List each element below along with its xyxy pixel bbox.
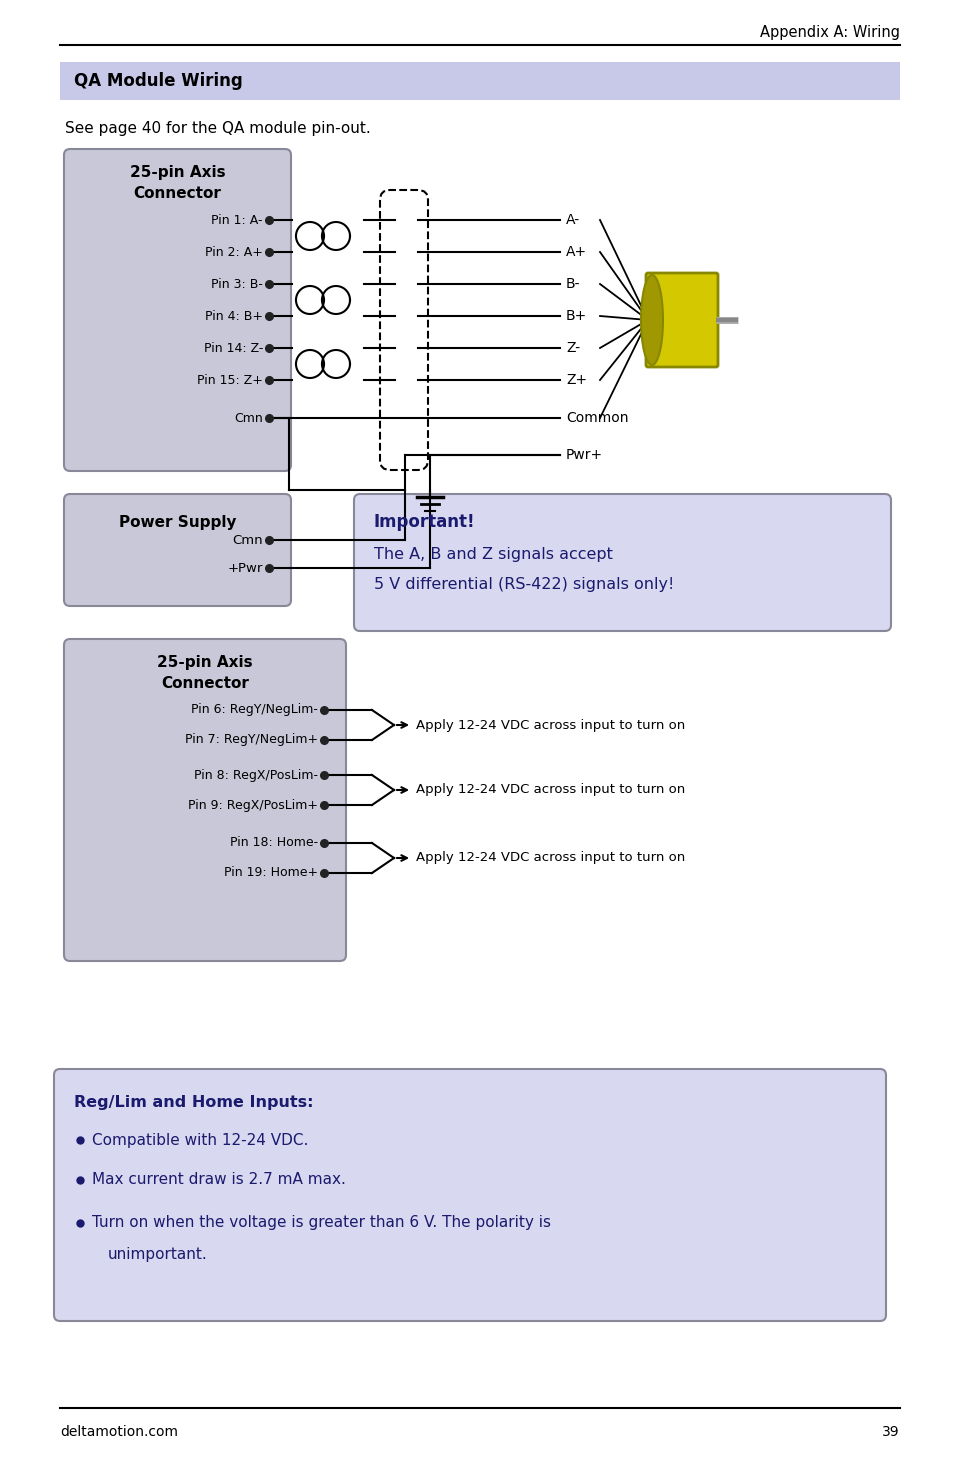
Text: Pin 19: Home+: Pin 19: Home+ (224, 866, 317, 879)
Text: See page 40 for the QA module pin-out.: See page 40 for the QA module pin-out. (65, 121, 371, 136)
Text: unimportant.: unimportant. (108, 1248, 208, 1263)
Text: deltamotion.com: deltamotion.com (60, 1425, 178, 1440)
Text: QA Module Wiring: QA Module Wiring (74, 72, 242, 90)
Text: Pin 7: RegY/NegLim+: Pin 7: RegY/NegLim+ (185, 733, 317, 746)
Text: Common: Common (565, 412, 628, 425)
Text: Cmn: Cmn (233, 534, 263, 547)
Text: Pin 9: RegX/PosLim+: Pin 9: RegX/PosLim+ (188, 798, 317, 811)
Text: Connector: Connector (133, 186, 221, 201)
Text: B+: B+ (565, 308, 587, 323)
Text: Compatible with 12-24 VDC.: Compatible with 12-24 VDC. (91, 1133, 308, 1148)
Text: Apply 12-24 VDC across input to turn on: Apply 12-24 VDC across input to turn on (416, 718, 684, 732)
Text: B-: B- (565, 277, 579, 291)
Text: Pin 6: RegY/NegLim-: Pin 6: RegY/NegLim- (191, 704, 317, 717)
Text: Max current draw is 2.7 mA max.: Max current draw is 2.7 mA max. (91, 1173, 346, 1187)
Text: Pin 14: Z-: Pin 14: Z- (203, 342, 263, 354)
Text: Z-: Z- (565, 341, 579, 355)
Text: 39: 39 (882, 1425, 899, 1440)
Ellipse shape (640, 274, 662, 364)
Text: Pin 3: B-: Pin 3: B- (211, 277, 263, 291)
FancyBboxPatch shape (64, 494, 291, 606)
Text: Power Supply: Power Supply (118, 515, 236, 530)
FancyBboxPatch shape (54, 1069, 885, 1322)
Text: Turn on when the voltage is greater than 6 V. The polarity is: Turn on when the voltage is greater than… (91, 1215, 551, 1230)
Text: 25-pin Axis: 25-pin Axis (157, 655, 253, 671)
Text: Z+: Z+ (565, 373, 586, 386)
Text: Pin 2: A+: Pin 2: A+ (205, 245, 263, 258)
Text: 5 V differential (RS-422) signals only!: 5 V differential (RS-422) signals only! (374, 578, 674, 593)
Text: Cmn: Cmn (234, 412, 263, 425)
Text: Pwr+: Pwr+ (565, 448, 602, 462)
Text: Connector: Connector (161, 676, 249, 690)
Text: Reg/Lim and Home Inputs:: Reg/Lim and Home Inputs: (74, 1096, 314, 1111)
FancyBboxPatch shape (64, 149, 291, 471)
FancyBboxPatch shape (60, 62, 899, 100)
FancyBboxPatch shape (64, 639, 346, 962)
Text: Important!: Important! (374, 513, 476, 531)
Text: Pin 15: Z+: Pin 15: Z+ (197, 373, 263, 386)
Text: Pin 8: RegX/PosLim-: Pin 8: RegX/PosLim- (193, 768, 317, 782)
Text: 25-pin Axis: 25-pin Axis (130, 165, 225, 180)
Text: Pin 18: Home-: Pin 18: Home- (230, 836, 317, 850)
Text: +Pwr: +Pwr (228, 562, 263, 574)
FancyBboxPatch shape (354, 494, 890, 631)
Text: Apply 12-24 VDC across input to turn on: Apply 12-24 VDC across input to turn on (416, 851, 684, 864)
Text: A+: A+ (565, 245, 586, 260)
Text: Apply 12-24 VDC across input to turn on: Apply 12-24 VDC across input to turn on (416, 783, 684, 796)
Text: A-: A- (565, 212, 579, 227)
Text: Appendix A: Wiring: Appendix A: Wiring (760, 25, 899, 40)
Text: Pin 4: B+: Pin 4: B+ (205, 310, 263, 323)
Text: The A, B and Z signals accept: The A, B and Z signals accept (374, 547, 612, 562)
FancyBboxPatch shape (645, 273, 718, 367)
Text: Pin 1: A-: Pin 1: A- (212, 214, 263, 227)
